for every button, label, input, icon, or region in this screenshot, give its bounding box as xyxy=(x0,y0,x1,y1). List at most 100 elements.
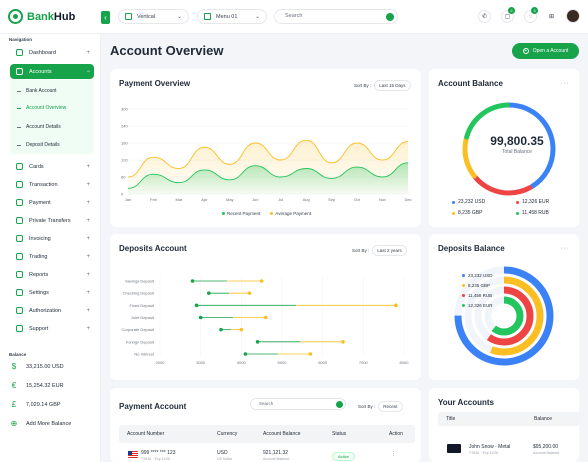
sort-select[interactable]: Recent xyxy=(378,401,403,412)
plus-icon: + xyxy=(86,181,90,188)
sidebar-item-private-transfers[interactable]: Private Transfers + xyxy=(10,213,94,228)
status-badge[interactable]: Active xyxy=(332,452,355,461)
trading-icon xyxy=(16,253,23,260)
end-point xyxy=(263,315,268,320)
y-tick-label: 60 xyxy=(121,175,126,180)
plus-icon: + xyxy=(86,163,90,170)
ring-usd xyxy=(454,266,554,366)
plus-circle-icon: ⊕ xyxy=(10,419,18,428)
balance-usd[interactable]: $33,215.00 USD xyxy=(11,362,64,371)
x-tick-label: Mar xyxy=(175,197,183,202)
legend-usd: 23,232 USD xyxy=(452,199,485,205)
sidebar-item-accounts[interactable]: Accounts − xyxy=(10,64,94,79)
payment-overview-chart: 0 60 120 180 240 300 Jan Feb Mar Apr May Jun Jul Aug S… xyxy=(121,107,412,203)
series-area-0 xyxy=(128,162,408,194)
more-icon[interactable]: ··· xyxy=(560,80,569,87)
payment-account-card: Payment Account Search Sort By : Recent … xyxy=(110,388,421,462)
add-more-balance-button[interactable]: ⊕ Add More Balance xyxy=(10,419,72,428)
menu-icon xyxy=(204,13,211,20)
minus-icon: − xyxy=(86,68,90,75)
category-label: Joint Deposit xyxy=(131,315,155,320)
more-icon[interactable]: ··· xyxy=(560,245,569,252)
translate-button[interactable]: ⊞ xyxy=(545,10,558,23)
dashboard-icon xyxy=(16,49,23,56)
sidebar-item-transaction[interactable]: Transaction + xyxy=(10,177,94,192)
credit-card-icon xyxy=(447,444,461,453)
sidebar-item-dashboard[interactable]: Dashboard + xyxy=(10,45,94,60)
phone-button[interactable]: ✆ xyxy=(478,10,491,23)
legend-gbp: 8,235 GBP xyxy=(462,283,490,288)
plus-icon: + xyxy=(86,307,90,314)
y-tick-label: 300 xyxy=(121,107,128,112)
search-input[interactable]: Search xyxy=(274,9,398,24)
sidebar-item-trading[interactable]: Trading + xyxy=(10,249,94,264)
category-label: Checking Deposit xyxy=(123,291,155,296)
translate-icon: ⊞ xyxy=(548,14,555,20)
legend-eur: 12,326 EUR xyxy=(462,303,493,308)
search-icon[interactable] xyxy=(386,13,394,21)
sidebar-item-support[interactable]: Support + xyxy=(10,321,94,336)
sidebar-item-reports[interactable]: Reports + xyxy=(10,267,94,282)
open-account-button[interactable]: + Open a Account xyxy=(512,43,579,59)
subitem-bank-account[interactable]: Bank Account xyxy=(17,88,57,94)
menu-select[interactable]: Menu 01 ⌄ xyxy=(197,9,267,24)
legend-recent-payment: Recent Payment xyxy=(222,211,260,216)
balance-eur[interactable]: €15,254.32 EUR xyxy=(11,381,64,390)
deposits-balance-rings xyxy=(454,266,554,366)
plus-icon: + xyxy=(86,199,90,206)
subitem-account-overview[interactable]: Account Overview xyxy=(17,105,66,111)
account-search-input[interactable]: Search xyxy=(250,398,346,410)
chevron-down-icon: ⌄ xyxy=(254,14,260,20)
logo-icon xyxy=(8,9,23,24)
end-point xyxy=(394,303,398,308)
x-tick-label: Jul xyxy=(278,197,283,202)
sort-control: Sort By : Recent xyxy=(358,401,403,412)
x-tick-label: Sep xyxy=(328,197,336,202)
avatar[interactable] xyxy=(566,9,580,23)
end-point xyxy=(247,291,252,295)
account-balance-donut xyxy=(462,102,556,196)
message-badge: 3 xyxy=(531,7,538,14)
logo[interactable]: BankHub xyxy=(8,9,75,24)
start-point xyxy=(207,291,211,295)
subitem-account-details[interactable]: Account Details xyxy=(17,124,61,130)
reports-icon xyxy=(16,271,23,278)
sidebar-collapse-button[interactable]: ‹ xyxy=(101,11,110,24)
your-accounts-card: Your Accounts Title Balance John Snow - … xyxy=(429,388,580,462)
sort-control: Sort By : Last 2 years xyxy=(352,245,407,256)
sidebar-item-payment[interactable]: Payment + xyxy=(10,195,94,210)
ring-rub xyxy=(474,286,534,346)
sidebar-item-authorization[interactable]: Authorization + xyxy=(10,303,94,318)
balance-gbp[interactable]: £7,029.14 GBP xyxy=(11,400,61,409)
sort-select[interactable]: Last 2 years xyxy=(372,245,407,256)
sidebar-item-settings[interactable]: Settings + xyxy=(10,285,94,300)
subitem-deposit-details[interactable]: Deposit Details xyxy=(17,142,60,148)
gear-icon xyxy=(16,289,23,296)
x-tick-label: Nov xyxy=(379,197,386,202)
y-tick-label: 180 xyxy=(121,141,128,146)
sidebar-item-invoicing[interactable]: Invoicing + xyxy=(10,231,94,246)
sidebar: Navigation Dashboard + Accounts − Bank Acc… xyxy=(0,34,101,462)
top-bar: BankHub ‹ Vertical ⌄ Menu 01 ⌄ Search ✆ … xyxy=(0,0,588,34)
support-icon xyxy=(16,325,23,332)
x-tick-label: 2000 xyxy=(156,360,166,365)
chevron-down-icon: ⌄ xyxy=(176,14,182,20)
x-tick-label: Apr xyxy=(201,197,208,202)
notifications-button[interactable]: ▢ 2 xyxy=(501,7,515,23)
row-action-icon[interactable]: ⋮ xyxy=(391,451,396,457)
layout-select[interactable]: Vertical ⌄ xyxy=(118,9,189,24)
legend-gbp: 8,235 GBP xyxy=(452,210,482,216)
chat-icon: ◌ xyxy=(528,13,533,20)
legend-average-payment: Average Payment xyxy=(270,211,311,216)
x-tick-label: May xyxy=(226,197,234,202)
messages-button[interactable]: ◌ 3 xyxy=(524,7,538,23)
x-tick-label: 3000 xyxy=(196,360,206,365)
sidebar-item-cards[interactable]: Cards + xyxy=(10,159,94,174)
search-icon[interactable] xyxy=(336,401,343,408)
layout-icon xyxy=(125,13,132,20)
sort-select[interactable]: Last 15 Days xyxy=(374,80,411,91)
total-balance-label: Total Balance xyxy=(501,149,533,155)
legend-usd: 23,232 USD xyxy=(462,273,493,278)
card-title: Account Balance xyxy=(438,79,503,88)
euro-icon: € xyxy=(11,381,17,390)
